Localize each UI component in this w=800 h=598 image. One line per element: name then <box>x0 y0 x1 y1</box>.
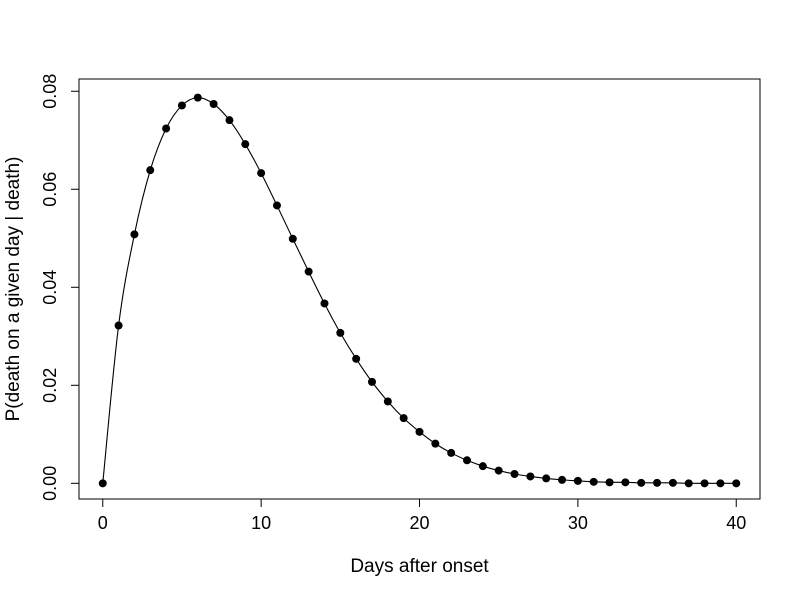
x-tick-label: 20 <box>409 513 429 533</box>
data-point <box>589 477 598 486</box>
data-point <box>241 140 250 149</box>
data-point <box>573 476 582 485</box>
data-point <box>558 475 567 484</box>
data-point <box>621 478 630 487</box>
data-point <box>478 462 487 471</box>
data-point <box>193 93 202 102</box>
data-point <box>383 397 392 406</box>
data-point <box>114 321 123 330</box>
plot-frame <box>78 78 761 500</box>
data-point <box>177 101 186 110</box>
data-point <box>336 328 345 337</box>
data-point <box>162 124 171 133</box>
y-tick-label: 0.06 <box>40 172 60 207</box>
data-point <box>272 201 281 210</box>
x-axis-title: Days after onset <box>350 556 489 577</box>
data-point <box>130 230 139 239</box>
y-tick-label: 0.08 <box>40 74 60 109</box>
y-tick-label: 0.02 <box>40 368 60 403</box>
x-tick-label: 10 <box>251 513 271 533</box>
data-point <box>605 478 614 487</box>
data-point <box>320 299 329 308</box>
data-point <box>98 479 107 488</box>
data-point <box>732 479 741 488</box>
data-point <box>225 116 234 125</box>
data-point <box>494 466 503 475</box>
data-point <box>684 479 693 488</box>
data-point <box>288 234 297 243</box>
y-tick-label: 0.04 <box>40 270 60 305</box>
data-point <box>367 377 376 386</box>
y-axis: 0.00 0.02 0.04 0.06 0.08 <box>40 74 80 501</box>
series-line <box>102 97 737 484</box>
data-point <box>668 478 677 487</box>
x-tick-label: 40 <box>726 513 746 533</box>
data-point <box>352 354 361 363</box>
y-tick-label: 0.00 <box>40 466 60 501</box>
data-point <box>637 478 646 487</box>
data-point <box>415 427 424 436</box>
x-axis: 0 10 20 30 40 <box>98 498 746 533</box>
data-point <box>700 479 709 488</box>
data-point <box>146 166 155 175</box>
y-axis-title: P(death on a given day | death) <box>3 157 24 422</box>
data-point <box>716 479 725 488</box>
data-points <box>98 93 741 488</box>
data-point <box>209 99 218 108</box>
data-point <box>447 448 456 457</box>
x-tick-label: 30 <box>568 513 588 533</box>
data-point <box>542 474 551 483</box>
data-point <box>304 267 313 276</box>
data-point <box>526 472 535 481</box>
data-point <box>510 470 519 479</box>
data-point <box>653 478 662 487</box>
data-point <box>431 439 440 448</box>
x-tick-label: 0 <box>98 513 108 533</box>
data-point <box>463 456 472 465</box>
data-point <box>257 169 266 178</box>
data-point <box>399 414 408 423</box>
